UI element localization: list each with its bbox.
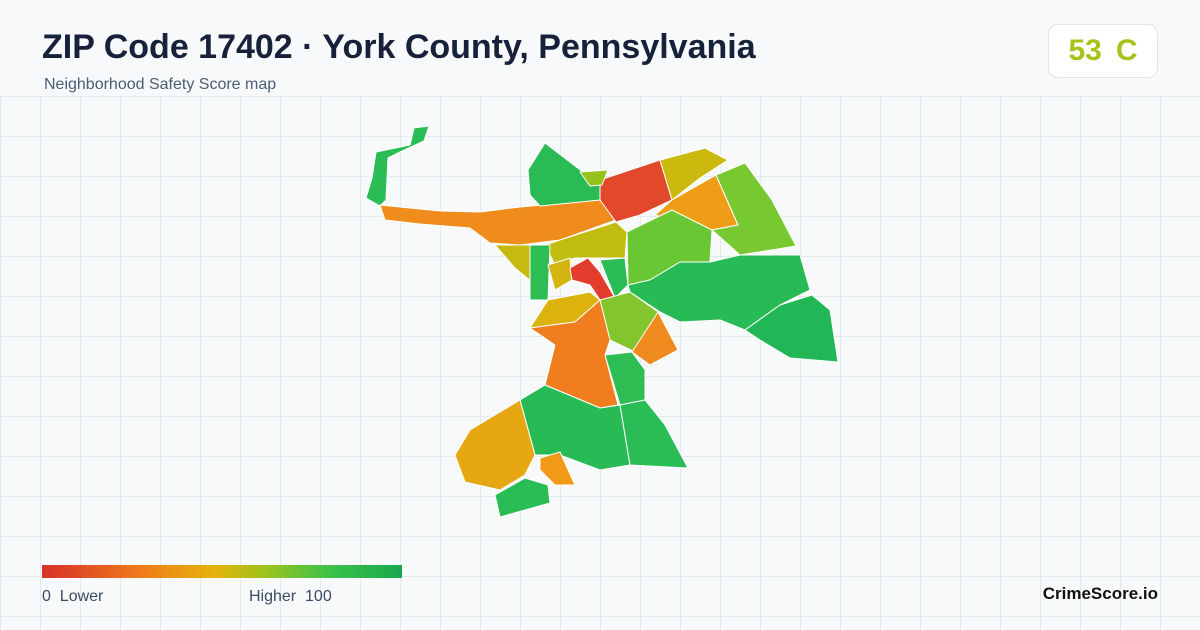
- subtitle: Neighborhood Safety Score map: [44, 76, 277, 93]
- legend-low: 0 Lower: [42, 588, 103, 606]
- legend-gradient: [42, 565, 402, 578]
- score-badge: 53 C: [1048, 24, 1158, 78]
- score-value: 53: [1068, 34, 1102, 67]
- legend-min-label: Lower: [59, 588, 104, 605]
- title: ZIP Code 17402 · York County, Pennsylvan…: [42, 28, 756, 66]
- legend-max-label: Higher: [249, 588, 297, 605]
- neighborhoods: [365, 125, 839, 518]
- legend-high: Higher 100: [249, 588, 332, 606]
- legend-max: 100: [305, 588, 332, 605]
- brand: CrimeScore.io: [1042, 584, 1158, 603]
- legend-min: 0: [42, 588, 51, 605]
- score-grade: C: [1115, 34, 1138, 67]
